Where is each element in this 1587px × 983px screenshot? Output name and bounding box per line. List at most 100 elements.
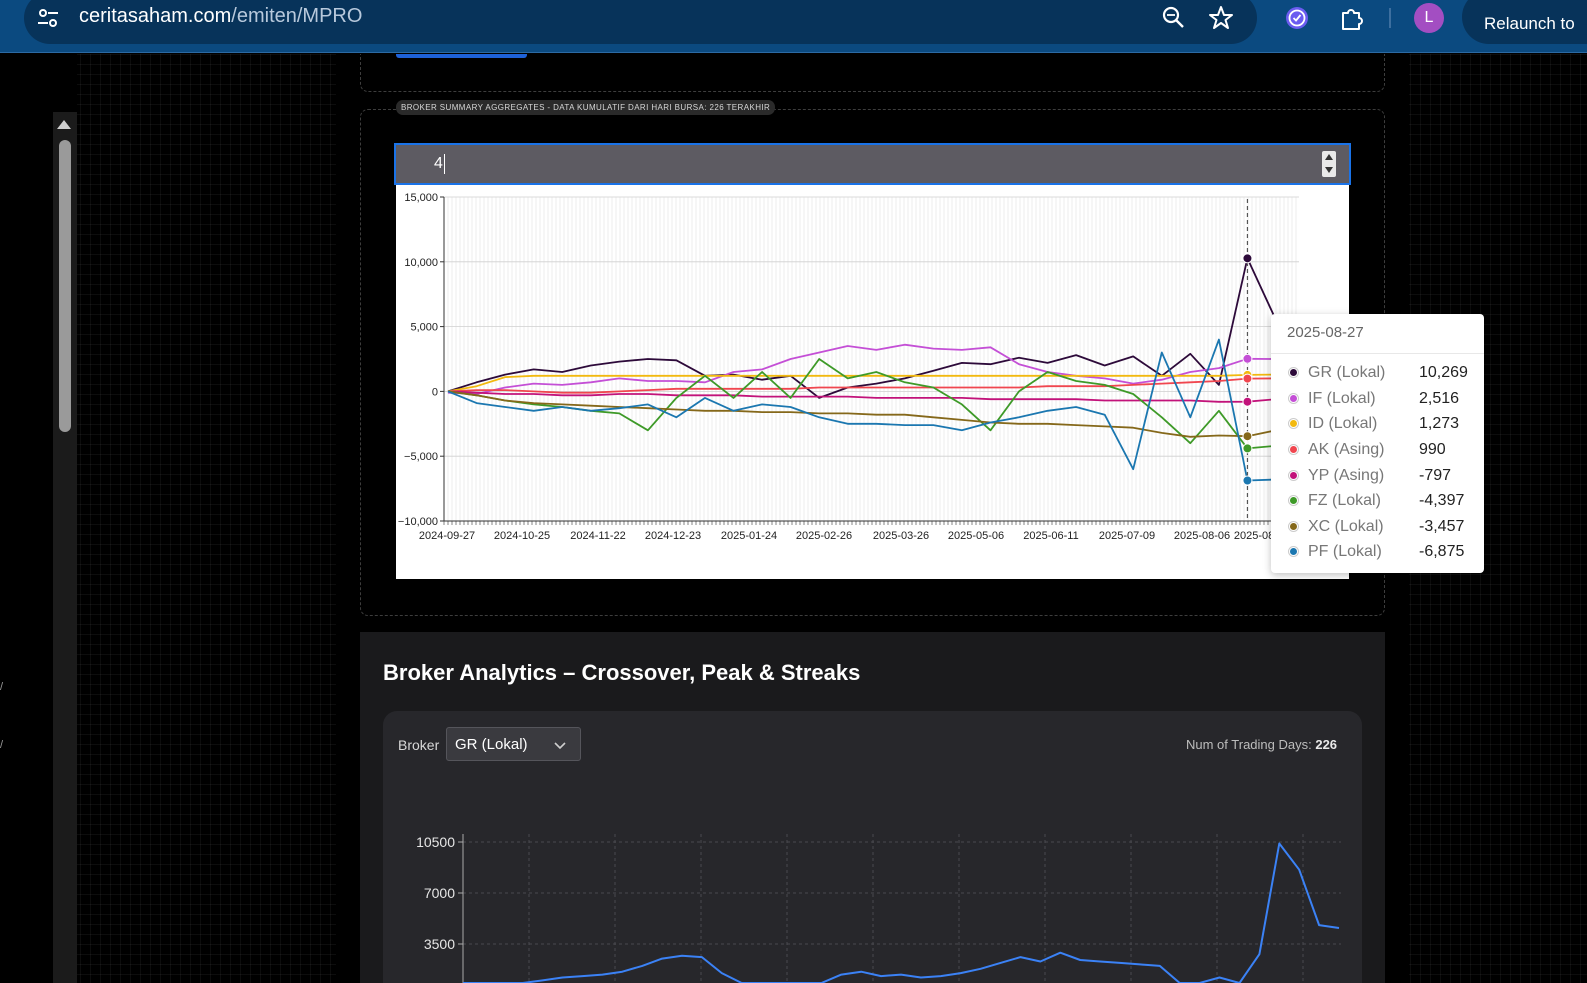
broker-select-value: GR (Lokal) [455,736,528,753]
url-path: /emiten/MPRO [231,5,363,27]
spin-down-icon[interactable] [1325,167,1333,173]
tooltip-row: PF (Lokal) -6,875 [1287,542,1477,562]
x-tick-label: 2024-10-25 [494,530,550,542]
zoom-icon[interactable] [1160,4,1188,32]
edge-mark: / [0,739,4,751]
series-dot-icon [1289,547,1298,556]
section-title: Broker Analytics – Crossover, Peak & Str… [383,660,861,685]
broker-select[interactable]: GR (Lokal) [446,727,581,761]
x-tick-label: 2025-06-11 [1023,530,1078,542]
tooltip-series-value: -797 [1419,467,1452,484]
tooltip-divider [1271,353,1484,354]
url-host: ceritasaham.com [79,5,232,27]
tooltip-series-name: YP (Asing) [1308,467,1385,484]
tooltip-series-value: -3,457 [1419,518,1465,535]
x-tick-label: 2024-12-23 [645,530,701,542]
tooltip-series-name: GR (Lokal) [1308,364,1386,381]
spin-up-icon[interactable] [1325,154,1333,160]
trading-days-label: Num of Trading Days: [1186,737,1312,752]
series-line [447,390,1277,438]
tooltip-row: IF (Lokal) 2,516 [1287,389,1477,409]
site-settings-icon[interactable] [34,6,62,30]
hover-marker [1242,353,1253,364]
top-n-brokers-input[interactable]: 4 [394,143,1351,185]
series-line [447,338,1277,482]
series-dot-icon [1289,445,1298,454]
hover-marker [1242,396,1253,407]
trading-days-info: Num of Trading Days: 226 [1186,737,1337,752]
aggregates-chart-container: 15,000 10,000 5,000 0 −5,000 −10,000 2024-09-2… [396,185,1349,579]
previous-section-button[interactable] [396,54,527,58]
x-tick-label: 2025-05-06 [948,530,1004,542]
browser-toolbar: ceritasaham.com/emiten/MPRO L Relaunch t… [0,0,1587,53]
x-tick-label: 2025-08-06 [1174,530,1230,542]
tooltip-date: 2025-08-27 [1287,324,1364,341]
profile-avatar[interactable]: L [1414,3,1444,33]
broker-line-chart[interactable]: 10500700035000 [395,772,1355,983]
y-tick-label: −5,000 [404,451,438,463]
tooltip-row: AK (Asing) 990 [1287,440,1477,460]
series-line [447,343,1277,395]
x-tick-label: 2024-11-22 [570,530,625,542]
series-dot-icon [1289,368,1298,377]
address-bar[interactable] [24,0,1257,44]
hover-marker [1242,443,1253,454]
chart-tooltip: 2025-08-27 GR (Lokal) 10,269 IF (Lokal) 2,… [1271,314,1484,573]
chevron-down-icon [554,742,566,750]
series-line [463,842,1340,983]
top-n-value: 4 [434,155,443,172]
url-text[interactable]: ceritasaham.com/emiten/MPRO [79,5,362,28]
series-dot-icon [1289,522,1298,531]
trading-days-value: 226 [1315,737,1338,752]
series-dot-icon [1289,419,1298,428]
tooltip-row: GR (Lokal) 10,269 [1287,363,1477,383]
x-tick-label: 2024-09-27 [419,530,475,542]
section-legend: BROKER SUMMARY AGGREGATES - DATA KUMULAT… [396,100,776,115]
scroll-up-arrow-icon[interactable] [57,120,71,129]
tooltip-series-value: 1,273 [1419,415,1460,432]
series-dot-icon [1289,496,1298,505]
previous-section-frame [360,54,1385,92]
edge-mark: / [0,681,4,693]
tooltip-row: ID (Lokal) 1,273 [1287,414,1477,434]
tooltip-row: FZ (Lokal) -4,397 [1287,491,1477,511]
x-tick-label: 2025-02-26 [796,530,852,542]
aggregates-line-chart[interactable]: 15,000 10,000 5,000 0 −5,000 −10,000 2024-09-2… [396,185,1349,579]
x-tick-label: 2025-01-24 [721,530,777,542]
x-tick-label: 2025-07-09 [1099,530,1155,542]
y-tick-label: 10,000 [404,257,438,269]
series-dot-icon [1289,394,1298,403]
series-dot-icon [1289,471,1298,480]
tooltip-series-value: 10,269 [1419,364,1468,381]
y-tick-label: 5,000 [410,322,438,334]
tooltip-series-value: 990 [1419,441,1446,458]
sidebar-scrollbar-thumb[interactable] [59,140,71,432]
tooltip-series-name: FZ (Lokal) [1308,492,1381,509]
extensions-puzzle-icon[interactable] [1337,4,1365,32]
extension-clock-icon[interactable] [1283,4,1311,32]
number-spinner[interactable] [1322,151,1336,177]
tooltip-series-name: IF (Lokal) [1308,390,1376,407]
relaunch-button[interactable]: Relaunch to [1462,0,1587,44]
y-tick-label: 10500 [416,834,455,850]
tooltip-row: YP (Asing) -797 [1287,466,1477,486]
toolbar-divider [1389,8,1391,28]
series-line [447,377,1277,394]
tooltip-series-name: AK (Asing) [1308,441,1385,458]
tooltip-series-value: -6,875 [1419,543,1465,560]
broker-label: Broker [398,737,440,753]
series-line [447,390,1277,403]
hover-marker [1242,373,1253,384]
tooltip-series-name: ID (Lokal) [1308,415,1378,432]
tooltip-series-value: 2,516 [1419,390,1460,407]
y-tick-label: 0 [432,386,438,398]
y-tick-label: 15,000 [404,192,438,204]
hover-marker [1242,475,1253,486]
y-tick-label: −10,000 [398,516,438,528]
tooltip-series-name: PF (Lokal) [1308,543,1382,560]
bookmark-star-icon[interactable] [1207,4,1235,32]
tooltip-series-value: -4,397 [1419,492,1465,509]
text-caret [444,154,445,174]
tooltip-row: XC (Lokal) -3,457 [1287,517,1477,537]
hover-marker [1242,253,1253,264]
